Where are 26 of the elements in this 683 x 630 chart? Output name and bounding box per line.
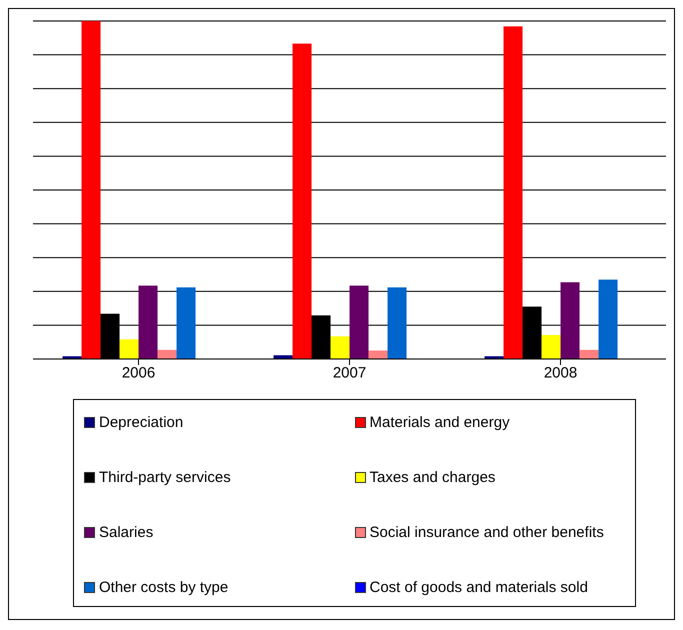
bar	[504, 26, 523, 359]
legend-label: Cost of goods and materials sold	[370, 579, 588, 596]
bar	[158, 350, 177, 359]
bar	[560, 282, 580, 359]
legend-label: Social insurance and other benefits	[370, 524, 604, 541]
legend-label: Salaries	[99, 524, 154, 541]
x-tick-label: 2006	[122, 364, 156, 382]
bar	[330, 336, 350, 359]
legend-label: Depreciation	[99, 414, 184, 431]
x-tick-label: 2007	[332, 364, 366, 382]
bar	[542, 335, 561, 359]
bar	[368, 350, 388, 359]
bar	[82, 21, 101, 359]
x-tick-label: 2008	[544, 364, 578, 382]
legend-label: Taxes and charges	[370, 469, 496, 486]
bar	[388, 287, 407, 359]
bar	[292, 44, 312, 359]
legend-label: Other costs by type	[99, 579, 228, 596]
bar	[350, 286, 369, 359]
bar	[138, 286, 158, 359]
bar	[598, 280, 618, 359]
bar	[580, 350, 599, 359]
legend-label: Materials and energy	[370, 414, 510, 431]
bar	[120, 339, 139, 359]
bar	[176, 287, 196, 359]
legend-label: Third-party services	[99, 469, 231, 486]
